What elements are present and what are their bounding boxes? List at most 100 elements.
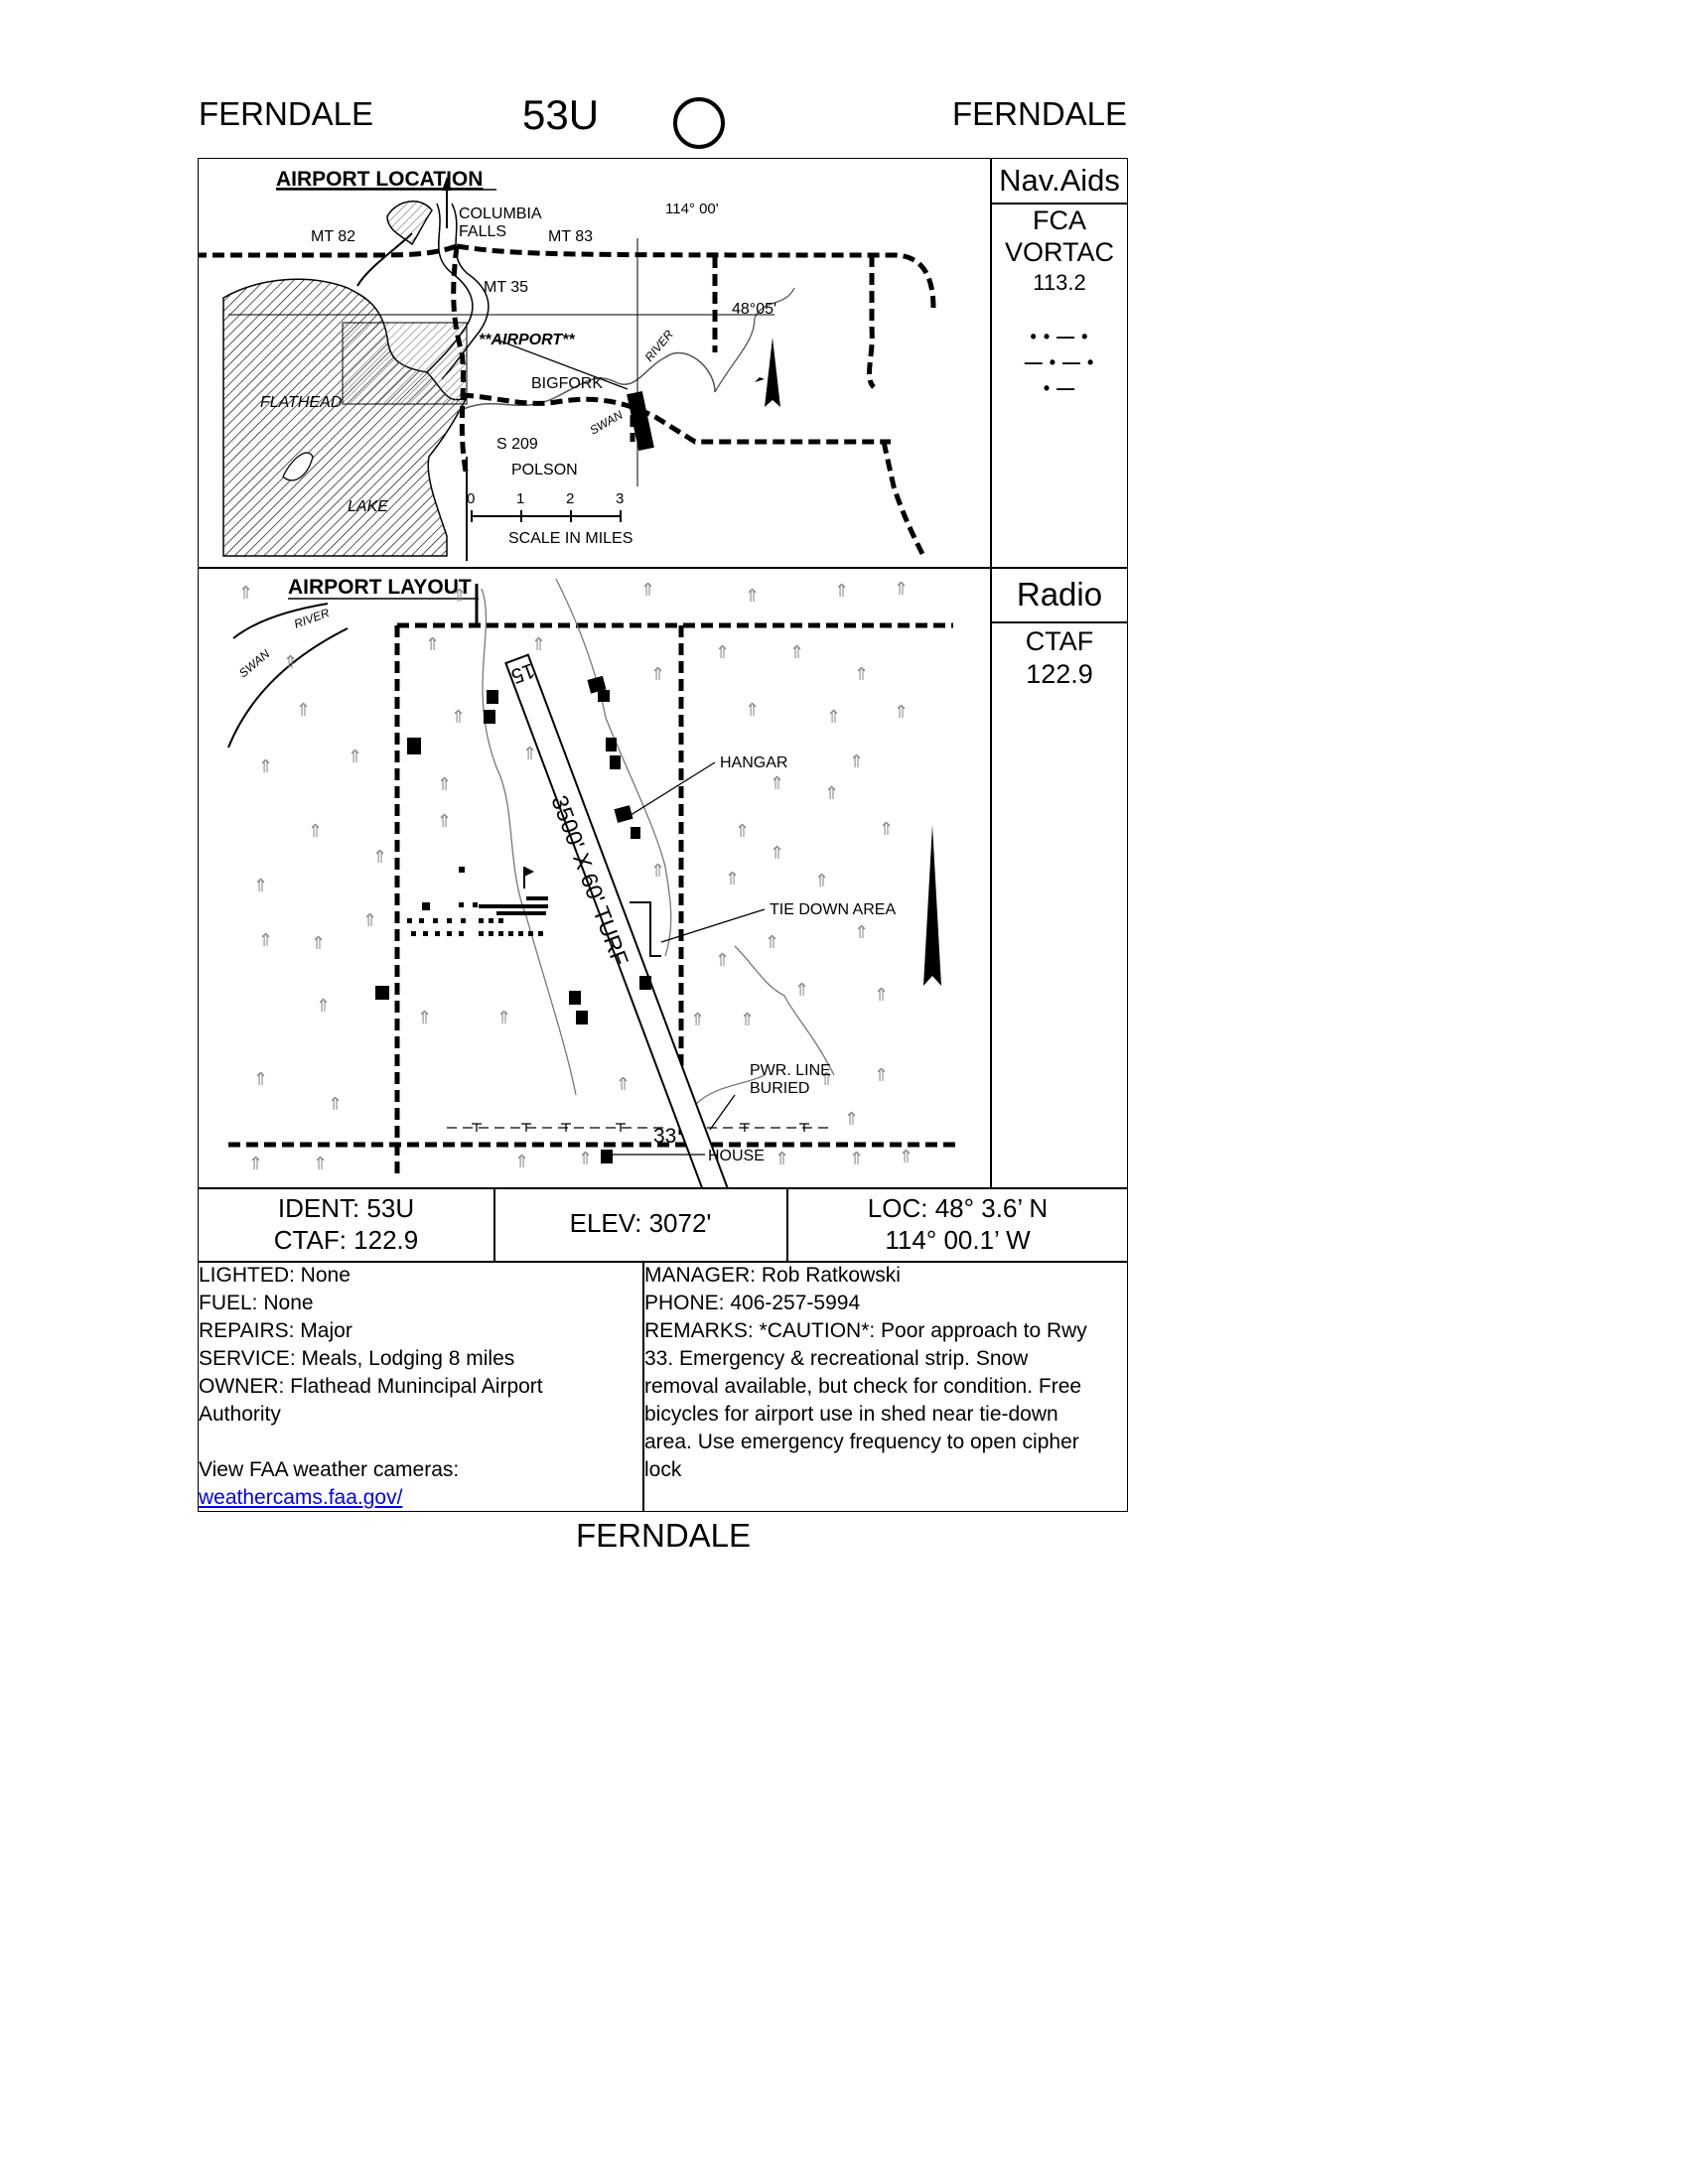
label-house: HOUSE (708, 1148, 765, 1164)
svg-text:⇑: ⇑ (834, 581, 849, 601)
label-flathead: FLATHEAD (260, 394, 343, 411)
summary-bottom-line (198, 1261, 1128, 1263)
summary-divider-1 (493, 1187, 495, 1262)
svg-text:⇑: ⇑ (348, 747, 362, 766)
svg-text:⇑: ⇑ (616, 1074, 631, 1094)
svg-text:⇑: ⇑ (819, 1069, 834, 1089)
svg-text:⇑: ⇑ (578, 1149, 593, 1168)
label-airport: **AIRPORT** (479, 332, 575, 348)
road-mt35 (451, 245, 470, 478)
detail-remarks-3: removal available, but check for conditi… (644, 1375, 1082, 1398)
svg-text:⇑: ⇑ (283, 652, 298, 672)
header-left-city: FERNDALE (199, 95, 374, 132)
radio-header-line (991, 621, 1128, 623)
svg-text:⇑: ⇑ (313, 1154, 328, 1173)
svg-text:⇑: ⇑ (794, 980, 809, 1000)
label-lake: LAKE (348, 498, 388, 515)
navaid-frequency: 113.2 (1033, 270, 1086, 295)
label-polson: POLSON (511, 462, 578, 478)
detail-repairs: REPAIRS: Major (199, 1319, 352, 1342)
label-columbia: COLUMBIA (459, 205, 542, 222)
power-line (447, 1123, 829, 1132)
morse-line-3: • — (1043, 378, 1076, 398)
svg-text:⇑: ⇑ (894, 579, 909, 599)
svg-text:⇑: ⇑ (690, 1010, 705, 1029)
tie-down-area (630, 901, 661, 957)
label-buried: BURIED (750, 1080, 809, 1097)
svg-text:⇑: ⇑ (451, 707, 466, 727)
svg-text:⇑: ⇑ (522, 744, 537, 763)
svg-text:⇑: ⇑ (425, 634, 440, 654)
layout-map: AIRPORT LAYOUT SWAN RIVER 15 33 3500' X … (227, 576, 958, 1187)
svg-text:⇑: ⇑ (715, 950, 730, 970)
svg-text:⇑: ⇑ (789, 642, 804, 662)
summary-elevation: ELEV: 3072' (569, 1208, 712, 1238)
svg-text:⇑: ⇑ (640, 580, 655, 600)
scale-label: SCALE IN MILES (508, 530, 633, 547)
svg-text:⇑: ⇑ (248, 1154, 263, 1173)
weather-cameras-link[interactable]: weathercams.faa.gov/ (199, 1486, 403, 1509)
svg-text:⇑: ⇑ (849, 1149, 864, 1168)
summary-ident: IDENT: 53U (277, 1193, 415, 1223)
detail-phone: PHONE: 406-257-5994 (644, 1292, 861, 1314)
label-falls: FALLS (459, 223, 506, 240)
road-s209 (461, 392, 891, 445)
footer-city: FERNDALE (576, 1517, 752, 1554)
navaid-name: FCA (1033, 205, 1086, 235)
label-river: RIVER (642, 328, 677, 364)
runway (504, 653, 730, 1187)
creek-2 (555, 578, 672, 957)
svg-text:⇑: ⇑ (854, 922, 869, 942)
creek-1 (481, 588, 577, 1096)
svg-text:⇑: ⇑ (308, 821, 323, 841)
svg-text:⇑: ⇑ (296, 700, 311, 720)
svg-text:⇑: ⇑ (258, 930, 273, 950)
svg-text:⇑: ⇑ (311, 933, 326, 953)
svg-text:⇑: ⇑ (740, 1010, 755, 1029)
label-tie-down: TIE DOWN AREA (770, 901, 896, 918)
label-bigfork: BIGFORK (531, 375, 603, 392)
svg-text:⇑: ⇑ (745, 586, 760, 606)
label-swan: SWAN (588, 407, 626, 437)
swan-river-bank-2 (227, 627, 349, 749)
summary-top-line (198, 1187, 1128, 1189)
radio-type: CTAF (1025, 626, 1094, 656)
details-divider (642, 1261, 644, 1512)
svg-text:⇑: ⇑ (774, 1149, 789, 1168)
navaids-header: Nav.Aids (999, 163, 1120, 198)
runway-33-label: 33 (653, 1125, 676, 1148)
bigfork-town (342, 322, 468, 405)
swan-river (456, 351, 716, 413)
svg-text:⇑: ⇑ (417, 1008, 432, 1027)
creek-4 (694, 1074, 766, 1106)
summary-ctaf: CTAF: 122.9 (273, 1225, 419, 1255)
label-hangar: HANGAR (720, 754, 787, 771)
svg-text:⇑: ⇑ (437, 811, 452, 831)
road-south-east (881, 441, 926, 558)
road-mt83 (456, 243, 936, 309)
swan-river-north (714, 287, 795, 393)
svg-text:⇑: ⇑ (253, 876, 268, 895)
svg-text:⇑: ⇑ (854, 664, 869, 684)
svg-text:⇑: ⇑ (531, 634, 546, 654)
lake-island (282, 452, 314, 481)
detail-lighted: LIGHTED: None (199, 1264, 351, 1287)
scale-tick-1: 1 (516, 490, 524, 507)
svg-text:⇑: ⇑ (894, 702, 909, 722)
svg-text:⇑: ⇑ (770, 773, 784, 793)
scale-tick-3: 3 (616, 490, 624, 507)
morse-line-2: — • — • (1024, 352, 1095, 372)
road-mt82 (199, 243, 458, 258)
label-longitude: 114° 00' (665, 201, 719, 217)
svg-text:⇑: ⇑ (745, 700, 760, 720)
header-ident: 53U (522, 91, 600, 138)
airport-symbol (627, 390, 654, 452)
svg-text:⇑: ⇑ (514, 1152, 529, 1171)
svg-text:⇑: ⇑ (238, 583, 253, 603)
label-mt82: MT 82 (311, 228, 355, 245)
open-circle-icon (673, 97, 725, 149)
airport-diagram-frame (198, 158, 1128, 1512)
svg-text:⇑: ⇑ (253, 1069, 268, 1089)
header-right-city: FERNDALE (952, 95, 1128, 132)
svg-text:⇑: ⇑ (316, 996, 331, 1016)
